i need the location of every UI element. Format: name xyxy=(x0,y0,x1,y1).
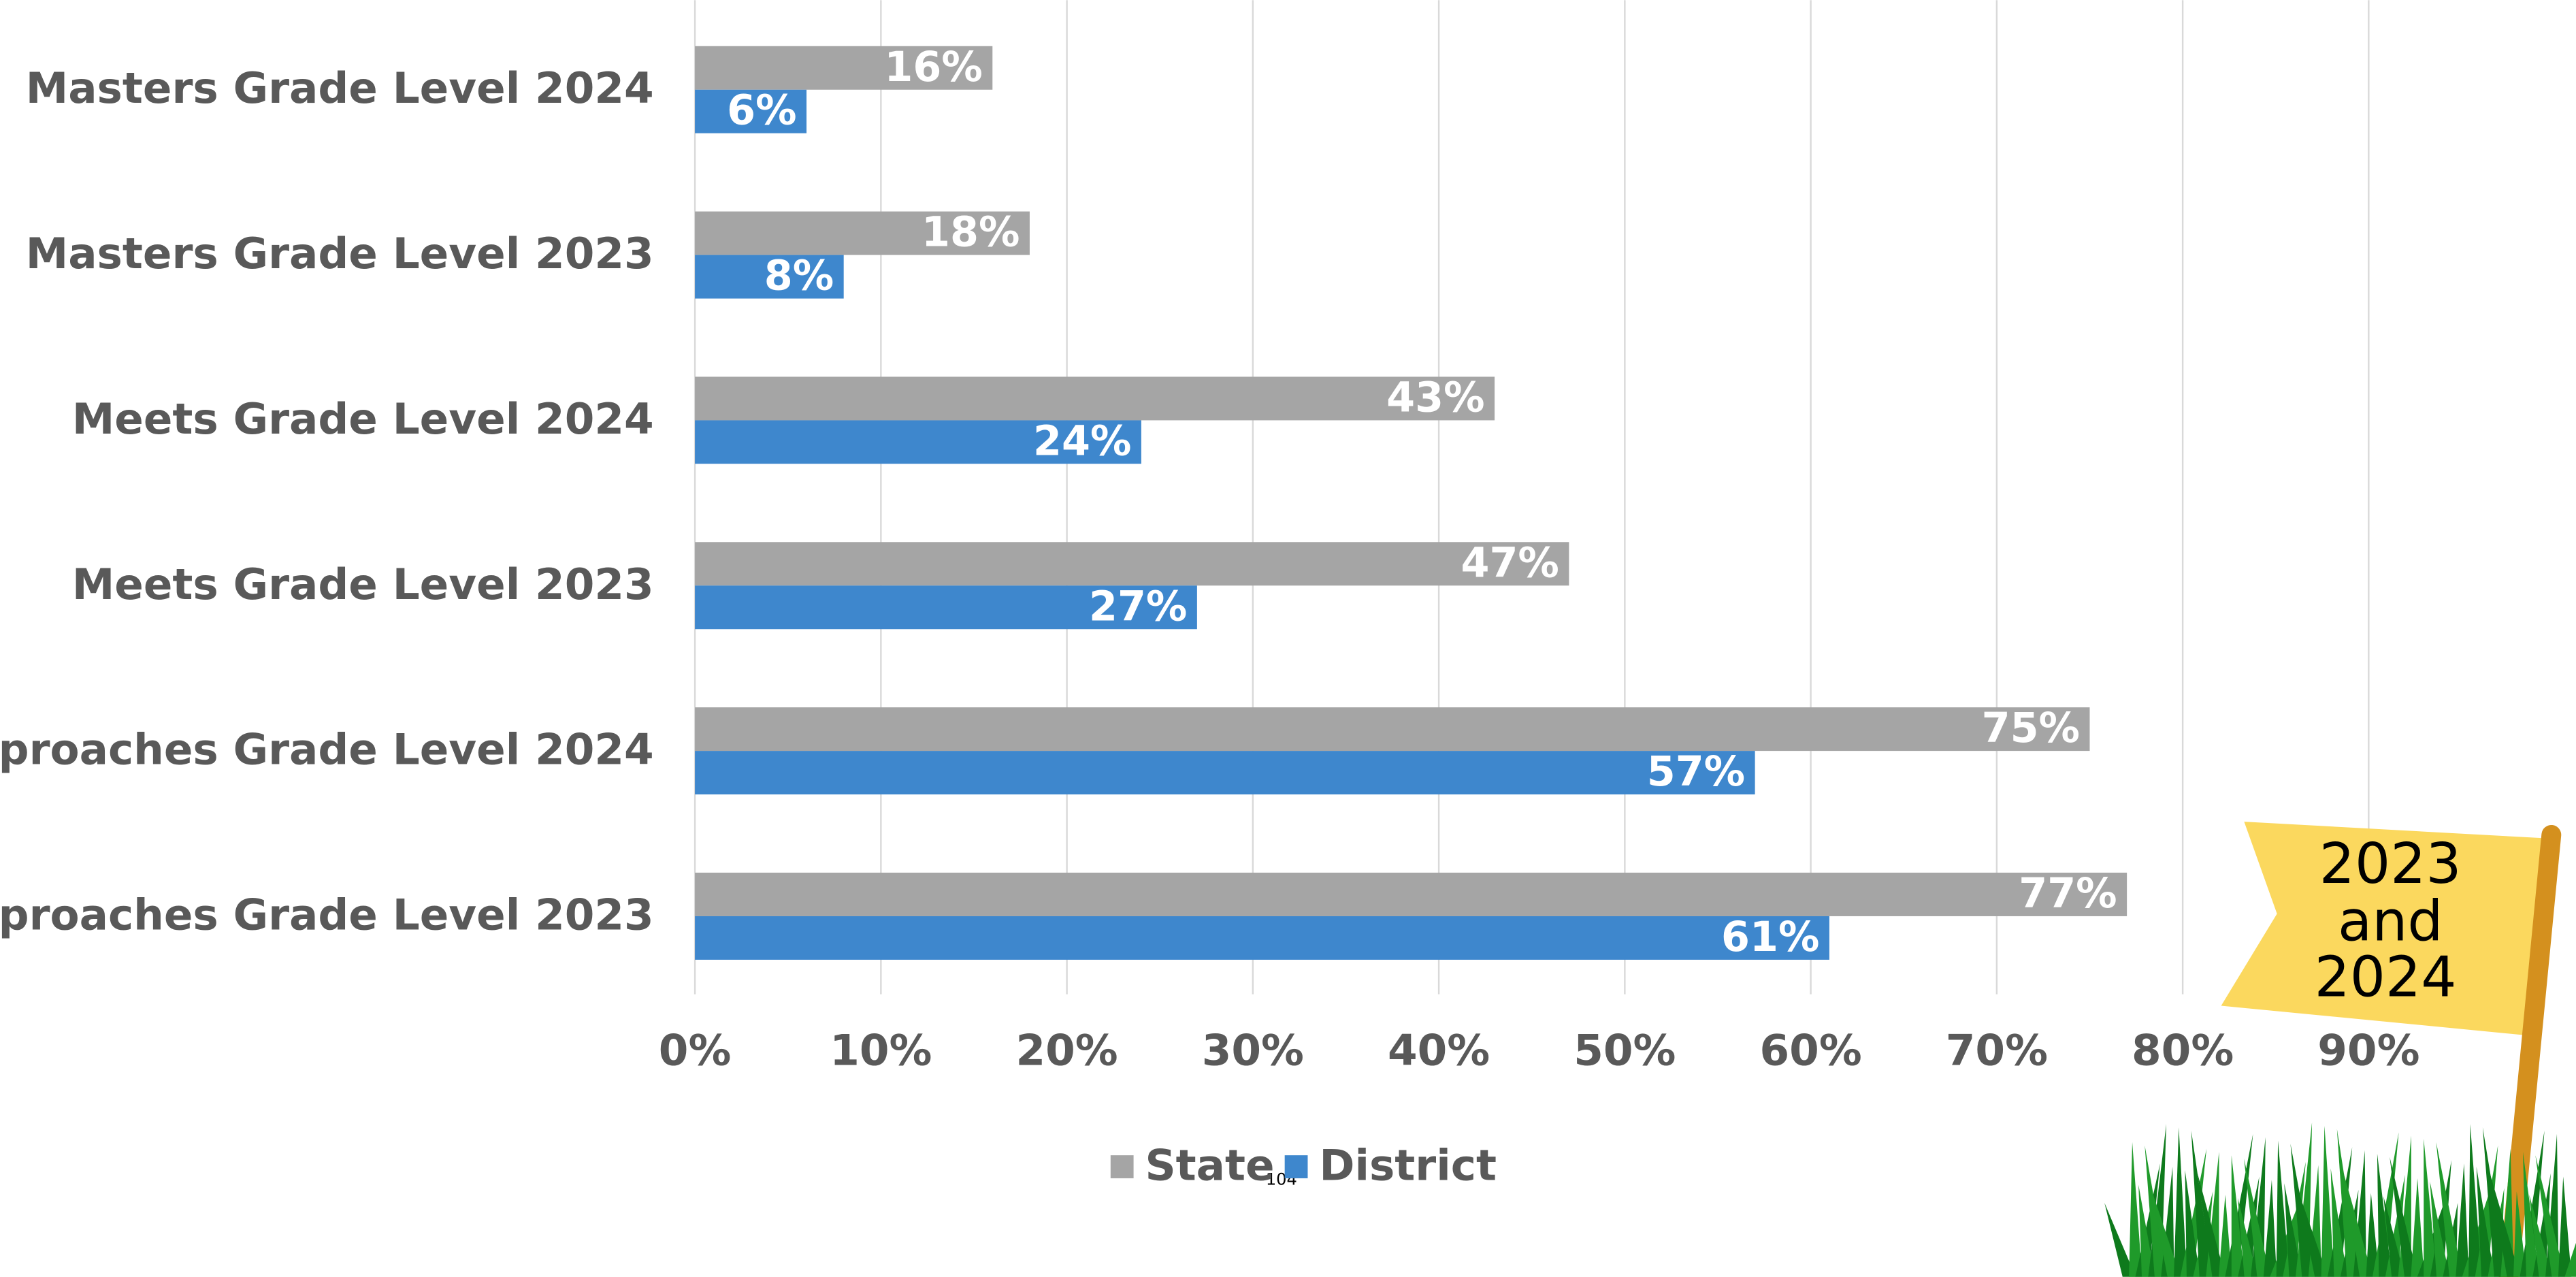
flag-pole xyxy=(2498,824,2562,1277)
flag-text: 2024 xyxy=(2315,945,2457,1010)
grass-blade xyxy=(2296,1186,2328,1277)
grass-blade xyxy=(2468,1124,2482,1277)
bar xyxy=(695,255,844,299)
grass-blade xyxy=(2535,1155,2565,1277)
y-tick-label: Approaches Grade Level 2024 xyxy=(0,725,654,775)
grass-blade xyxy=(2284,1183,2302,1277)
grass-blade xyxy=(2237,1197,2257,1277)
grass-blade xyxy=(2218,1195,2232,1277)
data-label: 18% xyxy=(922,209,1020,257)
grass-blade xyxy=(2430,1181,2450,1277)
flag-decoration: 2023 and 2024 xyxy=(2221,822,2562,1277)
x-tick-label: 0% xyxy=(659,1026,732,1076)
x-tick-label: 50% xyxy=(1574,1026,1676,1076)
grass-blade xyxy=(2263,1180,2277,1277)
legend-swatch xyxy=(1284,1155,1308,1178)
bar xyxy=(695,542,1569,586)
grass-blade xyxy=(2151,1188,2181,1277)
bar xyxy=(695,751,1755,795)
x-tick-label: 30% xyxy=(1202,1026,1304,1076)
bar xyxy=(695,420,1141,464)
data-label: 6% xyxy=(727,87,796,135)
x-tick-label: 40% xyxy=(1388,1026,1490,1076)
data-label: 16% xyxy=(884,44,982,91)
grass-blade xyxy=(2513,1191,2527,1277)
y-tick-label: Meets Grade Level 2024 xyxy=(72,394,654,444)
grass-blade xyxy=(2476,1167,2495,1277)
bar xyxy=(695,585,1197,630)
grass-blade xyxy=(2456,1163,2469,1277)
y-tick-label: Meets Grade Level 2023 xyxy=(72,560,654,609)
legend-label: State xyxy=(1145,1141,1274,1191)
grass-blade xyxy=(2377,1153,2392,1277)
x-tick-label: 90% xyxy=(2317,1026,2419,1076)
data-label: 8% xyxy=(764,253,834,300)
flag-text: and xyxy=(2338,890,2443,954)
grass-blade xyxy=(2197,1173,2226,1277)
grass-blade xyxy=(2411,1178,2424,1277)
grid xyxy=(694,0,2370,995)
grass-decoration xyxy=(2104,1122,2576,1277)
data-label: 24% xyxy=(1033,417,1131,465)
grass-blade xyxy=(2185,1169,2200,1277)
bar xyxy=(695,46,993,90)
grass-blade xyxy=(2564,1242,2576,1277)
data-label: 75% xyxy=(1982,705,2080,752)
data-label: 57% xyxy=(1647,748,1745,796)
legend-swatch xyxy=(1110,1155,1134,1178)
grass-blade xyxy=(2244,1159,2270,1277)
legend-label: District xyxy=(1319,1141,1497,1191)
grass-blade xyxy=(2343,1171,2373,1277)
grass-blade xyxy=(2129,1142,2142,1277)
grass-blade xyxy=(2321,1125,2334,1277)
grass-blade xyxy=(2383,1196,2405,1277)
data-label: 61% xyxy=(1721,914,1819,961)
flag-cloth xyxy=(2221,822,2543,1035)
y-tick-label: Approaches Grade Level 2023 xyxy=(0,890,654,939)
data-label: 47% xyxy=(1461,539,1559,587)
grass-blade xyxy=(2424,1139,2437,1277)
grass-blade xyxy=(2558,1176,2572,1277)
x-tick-label: 20% xyxy=(1015,1026,1118,1076)
bar xyxy=(695,916,1829,960)
grass-blade xyxy=(2529,1195,2552,1277)
grass-blade xyxy=(2138,1184,2155,1277)
x-tick-label: 70% xyxy=(1946,1026,2048,1076)
y-tick-label: Masters Grade Level 2023 xyxy=(26,229,654,278)
x-tick-label: 10% xyxy=(830,1026,932,1076)
grass-blade xyxy=(2366,1193,2379,1277)
bar xyxy=(695,376,1495,421)
data-label: 43% xyxy=(1386,374,1484,421)
flag-text: 2023 xyxy=(2319,832,2462,896)
grass-blade xyxy=(2276,1140,2290,1277)
data-label: 27% xyxy=(1089,583,1187,630)
data-label: 77% xyxy=(2019,870,2117,918)
grass-blade xyxy=(2174,1127,2187,1277)
x-tick-label: 60% xyxy=(1760,1026,1862,1076)
x-tick-label: 80% xyxy=(2132,1026,2234,1076)
bar xyxy=(695,872,2127,916)
bar xyxy=(695,89,807,133)
grass-blade xyxy=(2489,1169,2520,1277)
bar xyxy=(695,211,1030,255)
bar xyxy=(695,707,2090,751)
y-tick-label: Masters Grade Level 2024 xyxy=(26,63,654,113)
